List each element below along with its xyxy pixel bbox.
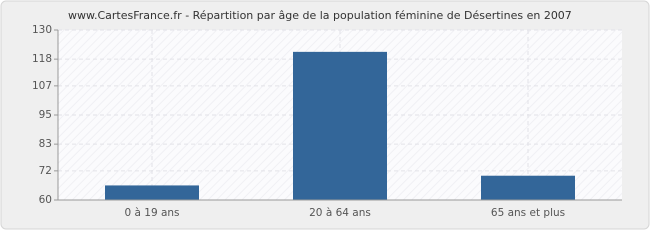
x-tick-label: 0 à 19 ans	[124, 207, 179, 219]
y-tick-label: 72	[39, 165, 52, 177]
y-tick-label: 83	[39, 138, 52, 150]
bar	[105, 185, 199, 200]
x-tick-label: 65 ans et plus	[491, 207, 565, 219]
y-tick-label: 95	[39, 109, 52, 121]
bar	[293, 51, 387, 200]
x-tick-label: 20 à 64 ans	[309, 207, 371, 219]
y-tick-label: 118	[32, 53, 52, 65]
y-tick-label: 60	[39, 194, 52, 206]
y-tick-label: 130	[32, 24, 52, 36]
bar	[481, 175, 575, 200]
y-tick-label: 107	[32, 80, 52, 92]
chart-title: www.CartesFrance.fr - Répartition par âg…	[68, 9, 572, 22]
chart: www.CartesFrance.fr - Répartition par âg…	[0, 0, 650, 230]
